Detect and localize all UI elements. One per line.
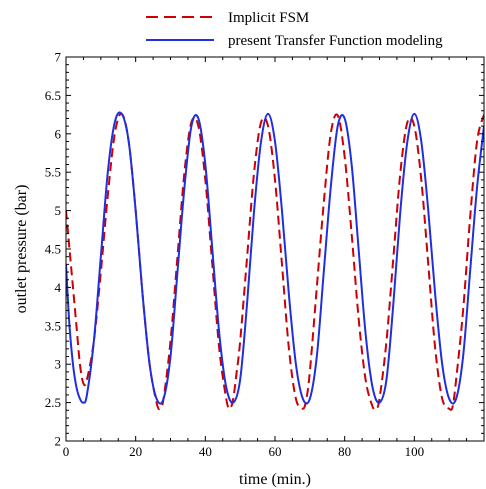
y-tick-label: 7 [55, 50, 62, 65]
x-tick-label: 0 [63, 444, 70, 459]
y-tick-label: 2 [55, 434, 62, 449]
y-tick-label: 5.5 [45, 165, 61, 180]
x-tick-label: 100 [405, 444, 425, 459]
y-tick-label: 4 [55, 280, 62, 295]
y-axis-title: outlet pressure (bar) [13, 185, 30, 314]
series-line-1 [66, 112, 484, 411]
y-tick-label: 6.5 [45, 88, 61, 103]
x-axis-title: time (min.) [239, 471, 311, 488]
x-tick-label: 80 [338, 444, 351, 459]
legend: Implicit FSM present Transfer Function mo… [146, 10, 443, 49]
y-tick-label: 4.5 [45, 242, 61, 257]
legend-label-2: present Transfer Function modeling [228, 33, 443, 49]
legend-label-1: Implicit FSM [228, 10, 309, 26]
x-tick-label: 20 [129, 444, 142, 459]
ticks-layer: 0 20 40 60 80 100 2 2.5 3 3.5 4 4.5 5 5.5 6 6.5 7 [45, 50, 484, 459]
series-line-2 [66, 111, 484, 405]
x-tick-label: 40 [199, 444, 212, 459]
y-tick-label: 3.5 [45, 318, 61, 333]
y-tick-label: 6 [55, 126, 62, 141]
y-tick-label: 5 [55, 203, 62, 218]
plot-frame [65, 56, 485, 442]
y-tick-label: 2.5 [45, 395, 61, 410]
plot-area: 0 20 40 60 80 100 2 2.5 3 3.5 4 4.5 5 5.5 6 6.5 7 [45, 50, 485, 459]
x-tick-label: 60 [269, 444, 282, 459]
series-layer [66, 111, 484, 411]
y-tick-label: 3 [55, 357, 62, 372]
